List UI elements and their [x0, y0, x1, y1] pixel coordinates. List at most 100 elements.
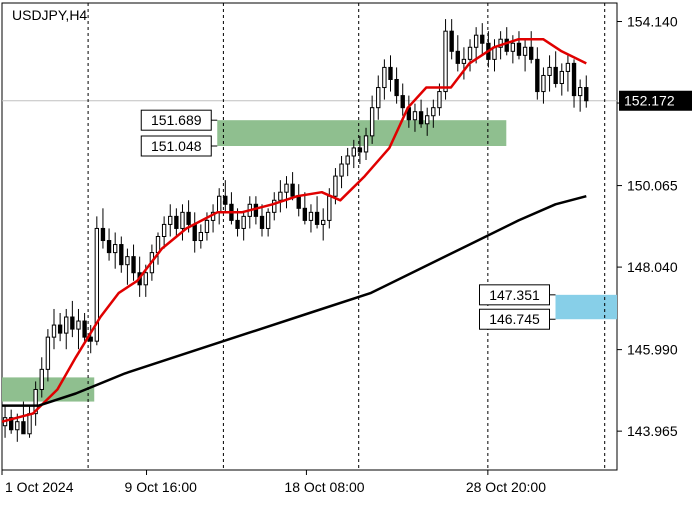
- moving-average-black: [2, 194, 587, 407]
- candle-body: [327, 195, 332, 221]
- candle-body: [357, 147, 363, 153]
- y-tick-label: 143.965: [627, 423, 678, 439]
- zone-label-text: 151.689: [151, 112, 202, 128]
- candle-body: [431, 107, 436, 117]
- candle-body: [15, 421, 20, 431]
- candle-body: [382, 66, 387, 89]
- candle-body: [131, 256, 136, 274]
- candle-body: [308, 211, 314, 221]
- candle-body: [106, 240, 112, 254]
- y-tick-label: 150.065: [627, 178, 678, 194]
- zone-label-text: 151.048: [151, 138, 202, 154]
- candle-body: [571, 62, 577, 97]
- candle-body: [449, 30, 454, 52]
- candle-body: [584, 87, 589, 102]
- candle-body: [473, 34, 479, 48]
- candle-body: [223, 195, 228, 205]
- candle-body: [161, 223, 167, 237]
- candle-body: [204, 219, 210, 233]
- candle-body: [198, 231, 204, 242]
- candle-body: [235, 219, 240, 229]
- current-price-box: [619, 90, 692, 111]
- candle-body: [480, 34, 485, 44]
- candle-body: [290, 183, 295, 197]
- candle-body: [425, 115, 430, 125]
- candle-body: [253, 203, 259, 217]
- candle-body: [168, 215, 173, 225]
- y-tick-label: 154.140: [627, 14, 678, 30]
- y-tick-label: 148.040: [627, 259, 678, 275]
- candle-body: [394, 78, 399, 97]
- zone-label-text: 146.745: [489, 311, 540, 327]
- x-tick-label: 28 Oct 20:00: [466, 479, 546, 495]
- zone-label-text: 147.351: [489, 287, 540, 303]
- candle-body: [119, 244, 124, 266]
- candle-body: [314, 211, 320, 225]
- candle-body: [8, 417, 14, 431]
- x-tick-label: 18 Oct 08:00: [284, 479, 364, 495]
- candle-body: [345, 155, 350, 165]
- candle-body: [565, 62, 571, 72]
- zone-mid-green: [217, 120, 507, 146]
- candle-body: [412, 111, 418, 121]
- candle-body: [400, 95, 405, 109]
- candle-body: [455, 50, 460, 64]
- candle-body: [559, 70, 564, 85]
- candle-body: [143, 272, 148, 286]
- candle-body: [302, 207, 308, 221]
- candle-body: [125, 256, 130, 266]
- current-price-label: 152.172: [624, 93, 675, 109]
- candle-body: [64, 316, 69, 334]
- candle-body: [351, 147, 356, 157]
- candle-body: [272, 199, 277, 213]
- candle-body: [192, 223, 197, 242]
- candle-body: [265, 211, 271, 229]
- candle-body: [529, 46, 534, 60]
- candle-body: [541, 74, 546, 93]
- candle-body: [70, 316, 75, 330]
- candle-body: [180, 211, 185, 229]
- candle-body: [51, 324, 57, 338]
- candle-body: [112, 244, 118, 254]
- candle-body: [339, 163, 344, 177]
- candle-body: [321, 219, 326, 225]
- candle-body: [547, 66, 552, 76]
- candle-body: [100, 227, 106, 242]
- candle-body: [504, 38, 509, 52]
- candle-body: [443, 30, 448, 93]
- candle-body: [516, 42, 522, 56]
- candle-body: [241, 215, 246, 229]
- candle-body: [174, 215, 179, 229]
- candle-body: [376, 87, 381, 109]
- candle-body: [27, 413, 32, 435]
- candle-body: [363, 135, 369, 153]
- chart-title: USDJPY,H4: [12, 7, 87, 23]
- candle-body: [535, 58, 540, 93]
- candle-body: [57, 324, 63, 334]
- candle-body: [33, 388, 38, 415]
- candle-body: [461, 58, 467, 64]
- candle-body: [186, 211, 191, 225]
- candle-body: [45, 336, 51, 370]
- candle-body: [467, 46, 473, 60]
- candle-body: [82, 320, 87, 338]
- candle-body: [21, 421, 26, 435]
- candle-body: [217, 195, 222, 213]
- moving-average-red: [1, 37, 587, 423]
- candle-body: [333, 175, 338, 197]
- y-tick-label: 145.990: [627, 342, 678, 358]
- candle-body: [577, 87, 583, 97]
- candle-body: [39, 368, 44, 390]
- candle-body: [522, 46, 528, 56]
- zone-right-blue: [555, 294, 617, 320]
- candle-body: [553, 66, 558, 85]
- plot-frame: [1, 2, 618, 471]
- candle-body: [296, 195, 301, 209]
- candle-body: [369, 107, 375, 137]
- candle-body: [418, 111, 424, 125]
- candle-body: [510, 42, 516, 52]
- candle-body: [76, 320, 81, 330]
- candle-body: [88, 336, 93, 342]
- x-tick-label: 1 Oct 2024: [5, 479, 74, 495]
